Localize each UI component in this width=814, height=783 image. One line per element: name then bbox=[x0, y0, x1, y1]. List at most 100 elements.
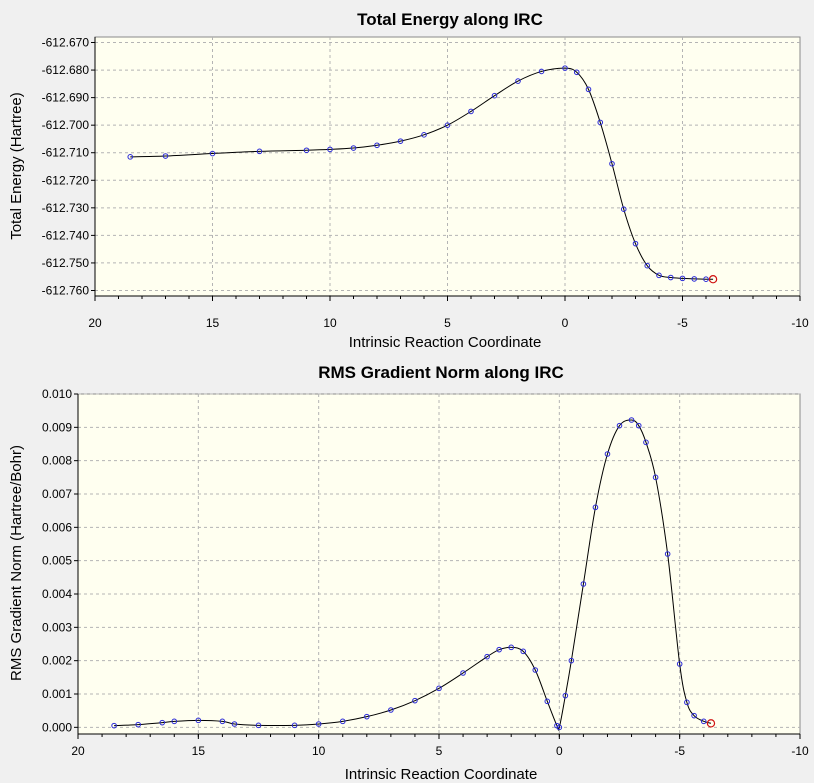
gradient-data-point bbox=[664, 551, 671, 557]
energy-y-tick-label: -612.750 bbox=[42, 256, 90, 270]
energy-y-tick-label: -612.720 bbox=[42, 173, 90, 187]
energy-x-tick-label: 0 bbox=[562, 316, 569, 330]
gradient-data-point bbox=[388, 707, 394, 713]
energy-data-point bbox=[515, 78, 521, 84]
energy-points bbox=[127, 65, 718, 284]
gradient-final-point bbox=[706, 719, 716, 728]
gradient-x-tick-label: 15 bbox=[192, 744, 206, 758]
energy-data-point bbox=[679, 275, 686, 282]
gradient-x-ticks: 20 15 10 5 0 -5 -10 bbox=[71, 734, 809, 758]
gradient-data-point bbox=[339, 718, 346, 725]
energy-data-point bbox=[644, 262, 651, 269]
gradient-data-point bbox=[291, 722, 298, 729]
gradient-data-point bbox=[315, 721, 322, 727]
gradient-data-point bbox=[364, 713, 370, 720]
gradient-y-tick-label: 0.006 bbox=[42, 520, 72, 534]
energy-data-point bbox=[421, 132, 427, 138]
energy-data-point bbox=[562, 65, 568, 71]
gradient-y-tick-label: 0.010 bbox=[42, 387, 72, 401]
energy-y-tick-label: -612.760 bbox=[42, 283, 90, 297]
energy-y-tick-label: -612.680 bbox=[42, 63, 90, 77]
gradient-grid bbox=[78, 393, 800, 734]
energy-data-point bbox=[597, 119, 604, 126]
energy-y-ticks: -612.670 -612.680 -612.690 -612.700 -612.710… bbox=[42, 36, 95, 297]
energy-y-tick-label: -612.740 bbox=[42, 228, 90, 242]
energy-x-ticks: 20 15 10 5 0 -5 -10 bbox=[88, 296, 809, 330]
gradient-data-point bbox=[562, 692, 569, 699]
gradient-data-point bbox=[568, 657, 575, 664]
energy-data-point bbox=[609, 160, 615, 167]
gradient-x-tick-label: 20 bbox=[71, 744, 85, 758]
energy-data-point bbox=[256, 148, 263, 155]
energy-grid bbox=[95, 37, 800, 296]
gradient-y-tick-label: 0.008 bbox=[42, 454, 72, 468]
gradient-data-point bbox=[643, 439, 649, 446]
energy-data-point bbox=[209, 150, 216, 157]
energy-data-point bbox=[127, 154, 134, 160]
gradient-data-point bbox=[684, 699, 690, 706]
energy-x-tick-label: 15 bbox=[206, 316, 220, 330]
energy-y-axis-label: Total Energy (Hartree) bbox=[8, 92, 25, 240]
energy-data-point bbox=[162, 153, 169, 159]
energy-data-point bbox=[585, 86, 592, 93]
energy-y-tick-label: -612.730 bbox=[42, 201, 90, 215]
gradient-data-point bbox=[460, 670, 466, 676]
energy-data-point bbox=[303, 147, 310, 154]
gradient-chart-title: RMS Gradient Norm along IRC bbox=[318, 363, 564, 382]
gradient-data-point bbox=[111, 722, 117, 729]
energy-data-point bbox=[573, 69, 580, 76]
energy-data-point bbox=[703, 276, 709, 282]
gradient-y-tick-label: 0.000 bbox=[42, 720, 72, 734]
gradient-y-axis-label: RMS Gradient Norm (Hartree/Bohr) bbox=[8, 445, 25, 681]
gradient-data-point bbox=[231, 721, 238, 727]
gradient-data-point bbox=[159, 719, 166, 726]
gradient-y-tick-label: 0.001 bbox=[42, 687, 72, 701]
energy-data-point bbox=[691, 276, 698, 282]
gradient-curve bbox=[114, 419, 712, 731]
gradient-data-point bbox=[556, 724, 563, 731]
gradient-y-tick-label: 0.003 bbox=[42, 620, 72, 634]
gradient-data-point bbox=[691, 712, 697, 719]
gradient-data-point bbox=[195, 717, 202, 724]
energy-curve bbox=[130, 67, 714, 280]
gradient-data-point bbox=[580, 581, 587, 587]
gradient-y-tick-label: 0.002 bbox=[42, 654, 72, 668]
gradient-data-point bbox=[171, 718, 178, 725]
energy-data-point bbox=[667, 274, 674, 281]
energy-chart-title: Total Energy along IRC bbox=[357, 10, 543, 29]
gradient-y-tick-label: 0.009 bbox=[42, 420, 72, 434]
energy-x-tick-label: 20 bbox=[88, 316, 102, 330]
energy-x-tick-label: -10 bbox=[791, 316, 809, 330]
gradient-x-tick-label: 5 bbox=[436, 744, 443, 758]
energy-data-point bbox=[491, 92, 498, 99]
gradient-points bbox=[111, 417, 716, 731]
gradient-x-tick-label: 10 bbox=[312, 744, 326, 758]
gradient-data-point bbox=[520, 648, 527, 655]
energy-data-point bbox=[374, 142, 380, 149]
gradient-data-point bbox=[436, 685, 442, 692]
energy-data-point bbox=[632, 240, 639, 247]
gradient-y-tick-label: 0.005 bbox=[42, 554, 72, 568]
energy-data-point bbox=[468, 108, 474, 115]
gradient-data-point bbox=[496, 646, 502, 653]
gradient-data-point bbox=[412, 697, 418, 704]
energy-y-tick-label: -612.670 bbox=[42, 36, 90, 50]
gradient-x-tick-label: 0 bbox=[556, 744, 563, 758]
gradient-data-point bbox=[219, 718, 226, 725]
energy-data-point bbox=[444, 122, 451, 128]
gradient-y-tick-label: 0.007 bbox=[42, 487, 72, 501]
gradient-data-point bbox=[616, 422, 623, 429]
gradient-y-ticks: 0.000 0.001 0.002 0.003 0.004 0.005 0.006 0.007… bbox=[42, 387, 78, 734]
gradient-data-point bbox=[484, 653, 490, 660]
energy-y-tick-label: -612.710 bbox=[42, 146, 90, 160]
energy-y-tick-label: -612.690 bbox=[42, 91, 90, 105]
gradient-data-point bbox=[544, 698, 551, 705]
energy-x-tick-label: 5 bbox=[444, 316, 451, 330]
energy-chart: 20 15 10 5 0 -5 -10 -612.670-612.680-612.690-6… bbox=[8, 10, 809, 351]
gradient-chart: 20 15 10 5 0 -5 -10 0.0000.0010.0020.0030.0040… bbox=[8, 363, 809, 783]
gradient-x-tick-label: -10 bbox=[791, 744, 809, 758]
energy-data-point bbox=[327, 146, 333, 153]
energy-final-point bbox=[708, 274, 718, 284]
energy-y-tick-label: -612.700 bbox=[42, 118, 90, 132]
